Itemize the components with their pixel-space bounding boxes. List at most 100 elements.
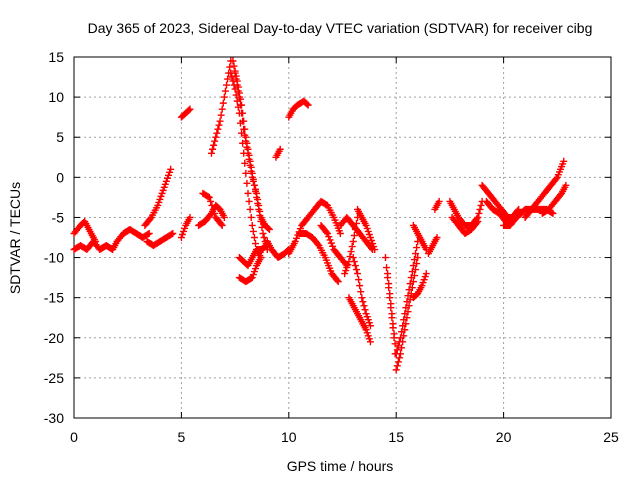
data-point [217, 111, 225, 119]
data-point [91, 238, 99, 246]
data-point [433, 234, 441, 241]
data-point [385, 280, 393, 288]
x-axis-label: GPS time / hours [287, 458, 394, 474]
data-point [238, 129, 246, 137]
data-point [250, 234, 258, 241]
data-point [395, 338, 403, 346]
y-tick-label: -20 [44, 330, 64, 346]
data-point [255, 201, 263, 209]
data-point [293, 234, 301, 242]
data-point [217, 220, 225, 228]
data-point [246, 161, 254, 169]
data-point [349, 254, 357, 262]
series-track-13h-b [345, 294, 374, 346]
series-track-5h [177, 213, 194, 241]
data-point [219, 99, 227, 107]
data-point [351, 225, 359, 233]
data-point [264, 224, 272, 232]
x-tick-label: 25 [603, 429, 619, 445]
series-track-21h-rise [521, 157, 568, 221]
data-point [401, 310, 409, 318]
data-point [403, 298, 411, 306]
series-track-9h-high [272, 145, 284, 161]
data-point [327, 239, 335, 247]
y-tick-label: 5 [56, 129, 64, 145]
data-point [392, 366, 400, 374]
series-track-peak-fall-c [227, 69, 265, 262]
data-point [348, 243, 356, 251]
data-point [215, 121, 223, 129]
data-point [350, 231, 358, 239]
data-point [205, 193, 213, 201]
series-track-12h [317, 221, 351, 270]
y-tick-label: 0 [56, 169, 64, 185]
data-point [349, 238, 357, 246]
data-point [303, 100, 311, 108]
data-point [228, 73, 236, 81]
series-track-rise-4h [141, 165, 175, 229]
data-point [333, 276, 341, 284]
data-point [326, 236, 334, 244]
data-point [229, 77, 237, 85]
data-point [169, 229, 177, 237]
data-point [214, 125, 222, 133]
data-point [257, 254, 265, 262]
data-point [413, 244, 421, 252]
data-point [355, 276, 363, 284]
data-point [314, 240, 322, 248]
data-point [220, 213, 228, 221]
chart-title: Day 365 of 2023, Sidereal Day-to-day VTE… [88, 20, 593, 36]
series-track-early [70, 225, 153, 254]
x-tick-label: 20 [496, 429, 512, 445]
data-point [146, 215, 154, 223]
series-track-13h [349, 254, 374, 330]
data-point [216, 117, 224, 125]
x-tick-label: 5 [178, 429, 186, 445]
data-point [388, 310, 396, 318]
data-point [390, 330, 398, 338]
series-track-peak-fall-b [231, 69, 273, 233]
data-point [211, 137, 219, 145]
data-point [552, 175, 560, 183]
data-point [209, 205, 217, 213]
series-track-8h-valley [235, 254, 265, 286]
data-point [407, 274, 415, 282]
data-point [276, 145, 284, 153]
data-point [352, 266, 360, 274]
x-tick-label: 15 [388, 429, 404, 445]
data-point [227, 69, 235, 77]
x-tick-label: 10 [281, 429, 297, 445]
data-point [475, 209, 483, 217]
data-point [360, 302, 368, 310]
series-track-4h-low [143, 229, 177, 250]
data-point [207, 149, 215, 157]
data-point [243, 143, 251, 151]
data-point [232, 91, 240, 99]
data-point [245, 155, 253, 163]
data-point [404, 292, 412, 300]
data-point [209, 145, 217, 153]
series-track-11h [296, 229, 342, 286]
series-track-5h-high [177, 105, 194, 121]
data-point [259, 229, 267, 237]
data-point [208, 201, 216, 209]
data-point [250, 181, 258, 189]
data-point [240, 125, 248, 133]
series-track-8h-low [235, 238, 271, 270]
data-point [549, 209, 557, 217]
data-point [241, 159, 249, 167]
series-track-17h [424, 234, 441, 258]
data-point [248, 173, 256, 181]
data-point [230, 81, 238, 89]
data-point [207, 197, 215, 205]
data-point [218, 105, 226, 113]
data-point [361, 306, 369, 314]
data-point [410, 256, 418, 264]
series-track-16h [409, 221, 430, 254]
data-point [229, 57, 237, 65]
series-track-13h-top [354, 205, 379, 254]
data-point [248, 221, 256, 229]
data-point [325, 233, 333, 241]
series-track-18h-b [448, 213, 482, 237]
